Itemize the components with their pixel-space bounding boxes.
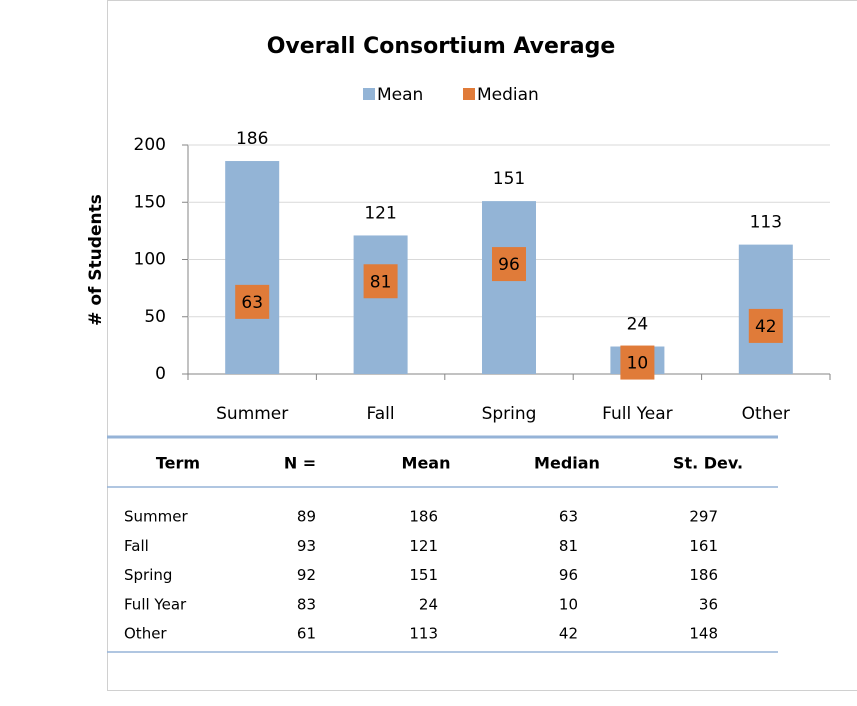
table-cell: 42: [559, 625, 578, 643]
data-label: 24: [627, 315, 649, 335]
table-cell: 24: [419, 595, 438, 613]
bar: [225, 161, 280, 374]
data-label: 10: [627, 354, 649, 374]
table-cell: 10: [559, 595, 578, 613]
table-header: St. Dev.: [673, 454, 743, 473]
table-header: Median: [534, 454, 600, 473]
x-tick-label: Summer: [216, 404, 288, 424]
table-cell: 96: [559, 566, 578, 584]
x-tick-label: Full Year: [602, 404, 672, 424]
table-cell: 93: [297, 537, 316, 555]
frame: [107, 0, 857, 691]
table-cell: Other: [124, 625, 167, 643]
data-label: 121: [364, 203, 396, 223]
y-tick-label: 200: [134, 135, 166, 155]
table-cell: 186: [409, 508, 438, 526]
legend-swatch: [363, 88, 375, 100]
x-tick-label: Fall: [367, 404, 395, 424]
y-tick-label: 150: [134, 192, 166, 212]
y-tick-label: 100: [134, 250, 166, 270]
table-header: Mean: [402, 454, 451, 473]
legend-swatch: [463, 88, 475, 100]
table-cell: 83: [297, 595, 316, 613]
median-marker: [620, 345, 655, 380]
table-cell: Summer: [124, 508, 188, 526]
bar: [482, 201, 536, 374]
table-cell: 113: [409, 625, 438, 643]
data-label: 63: [241, 293, 263, 313]
data-label: 151: [493, 169, 525, 189]
y-tick-label: 0: [155, 364, 166, 384]
table-cell: 36: [699, 595, 718, 613]
data-label: 42: [755, 317, 777, 337]
data-label: 81: [370, 272, 392, 292]
x-tick-label: Spring: [482, 404, 537, 424]
table-cell: 148: [689, 625, 718, 643]
table-cell: Fall: [124, 537, 149, 555]
table-cell: 81: [559, 537, 578, 555]
x-tick-label: Other: [742, 404, 790, 424]
table-cell: 89: [297, 508, 316, 526]
table-cell: 297: [689, 508, 718, 526]
table-cell: 121: [409, 537, 438, 555]
table-cell: Full Year: [124, 595, 187, 613]
median-marker: [235, 284, 270, 319]
table-cell: Spring: [124, 566, 172, 584]
median-marker: [363, 264, 398, 299]
legend-label: Median: [477, 85, 539, 105]
median-marker: [492, 247, 526, 282]
chart-title: Overall Consortium Average: [267, 34, 616, 59]
median-marker: [748, 308, 783, 343]
table-header: Term: [156, 454, 200, 473]
table-header: N =: [284, 454, 316, 473]
table-cell: 151: [409, 566, 438, 584]
legend-label: Mean: [377, 85, 423, 105]
y-tick-label: 50: [144, 307, 166, 327]
table-cell: 161: [689, 537, 718, 555]
table-cell: 61: [297, 625, 316, 643]
data-label: 96: [498, 255, 520, 275]
data-label: 113: [750, 213, 782, 233]
table-cell: 92: [297, 566, 316, 584]
table-cell: 63: [559, 508, 578, 526]
table-cell: 186: [689, 566, 718, 584]
data-label: 186: [236, 129, 268, 149]
y-axis-label: # of Students: [86, 194, 106, 326]
bar: [353, 235, 408, 374]
